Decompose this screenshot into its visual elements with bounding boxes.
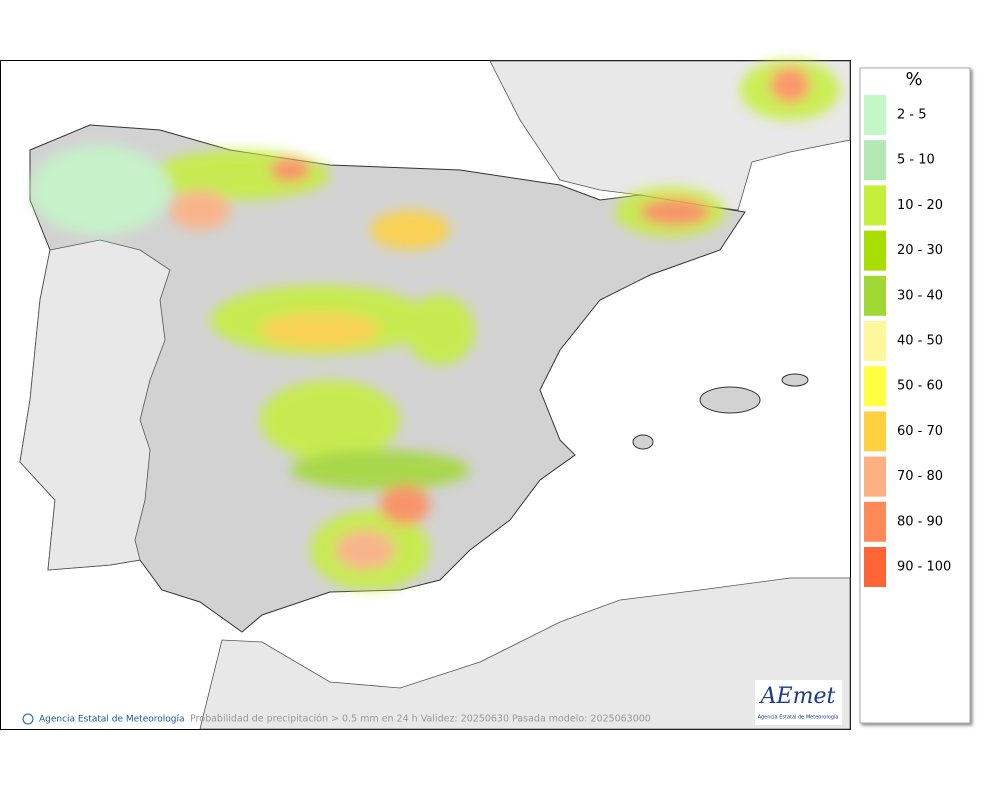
legend-label: 2 - 5 <box>897 108 927 123</box>
legend: % 2 - 5 5 - 10 10 - 20 20 - 30 30 - 40 40 - 5… <box>859 67 971 724</box>
legend-swatch <box>864 230 886 271</box>
legend-label: 70 - 80 <box>897 469 943 484</box>
legend-swatch <box>864 185 886 226</box>
legend-label: 50 - 60 <box>897 379 943 394</box>
menorca <box>781 373 809 387</box>
logo-box <box>755 680 842 725</box>
legend-swatch <box>864 456 886 497</box>
logo: AEmet Agencia Estatal de Meteorología <box>755 680 842 725</box>
legend-label: 60 - 70 <box>897 424 943 439</box>
legend-swatch <box>864 547 886 587</box>
africa <box>199 577 851 730</box>
portugal <box>19 239 171 571</box>
logo-subtitle: Agencia Estatal de Meteorología <box>758 714 839 721</box>
legend-swatch <box>864 275 886 316</box>
copyright-icon <box>22 713 34 725</box>
mallorca <box>699 386 761 414</box>
legend-label: 30 - 40 <box>897 288 943 303</box>
legend-label: 5 - 10 <box>897 153 935 168</box>
legend-label: 20 - 30 <box>897 243 943 258</box>
legend-swatch <box>864 366 886 407</box>
legend-label: 80 - 90 <box>897 514 943 529</box>
legend-swatch <box>864 501 886 542</box>
legend-swatch <box>864 411 886 452</box>
probability-field <box>30 60 840 590</box>
map: Agencia Estatal de Meteorología Probabil… <box>0 60 851 730</box>
legend-label: 90 - 100 <box>897 560 951 575</box>
caption: Probabilidad de precipitación > 0.5 mm e… <box>190 714 651 725</box>
credit: Agencia Estatal de Meteorología <box>22 713 185 725</box>
legend-title: % <box>905 69 922 90</box>
legend-swatch <box>864 321 886 361</box>
legend-label: 40 - 50 <box>897 334 943 349</box>
legend-swatch <box>864 95 886 135</box>
ibiza <box>632 434 654 450</box>
logo-text: AEmet <box>759 684 836 709</box>
credit-text: Agencia Estatal de Meteorología <box>39 715 185 725</box>
legend-swatch <box>864 140 886 181</box>
legend-label: 10 - 20 <box>897 198 943 213</box>
